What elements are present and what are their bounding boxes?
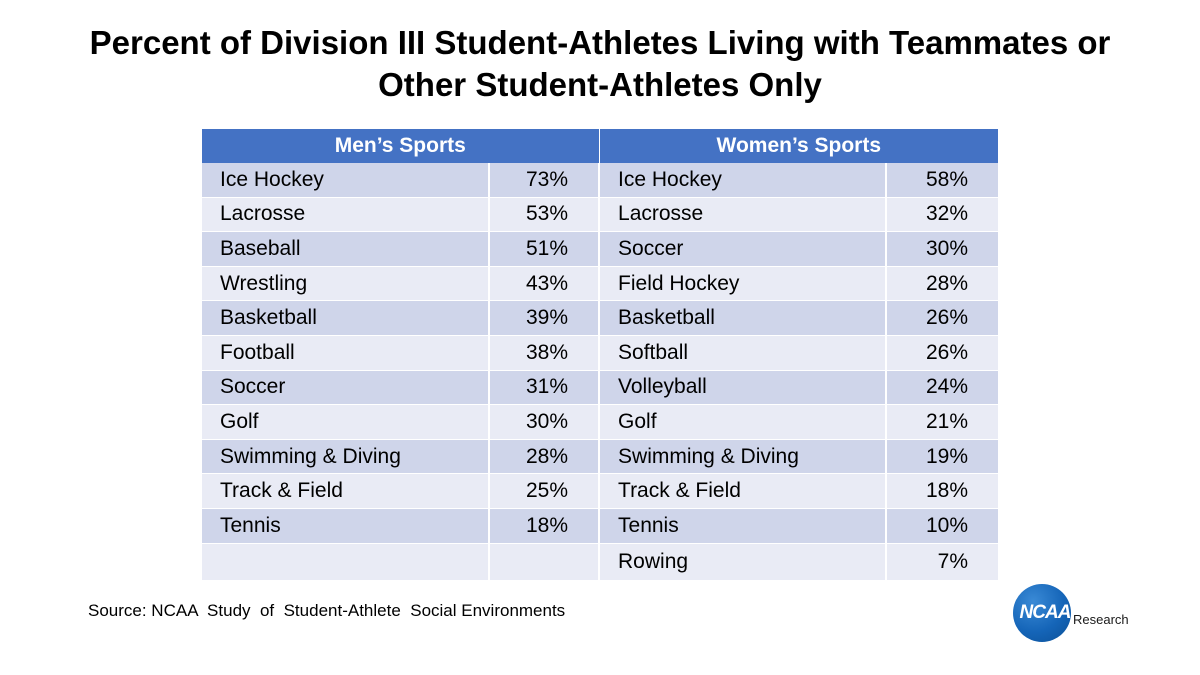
mens-percent-cell: 30% [489, 404, 601, 440]
mens-sport-cell: Lacrosse [202, 197, 490, 233]
table-header-row: Men’s Sports Women’s Sports [202, 129, 999, 163]
mens-percent-cell: 28% [489, 439, 601, 475]
mens-percent-cell: 73% [489, 163, 601, 198]
table-row: Baseball 51% Soccer 30% [202, 231, 999, 267]
womens-sport-cell: Rowing [599, 543, 888, 581]
mens-percent-cell: 31% [489, 370, 601, 406]
mens-percent-cell [489, 543, 601, 581]
womens-percent-cell: 28% [886, 266, 999, 302]
womens-percent-cell: 26% [886, 335, 999, 371]
table-body: Ice Hockey 73% Ice Hockey 58% Lacrosse 53% Lac… [202, 163, 999, 581]
mens-sport-cell: Soccer [202, 370, 490, 406]
mens-percent-cell: 51% [489, 231, 601, 267]
womens-percent-cell: 18% [886, 473, 999, 509]
womens-percent-cell: 10% [886, 508, 999, 544]
mens-sport-cell: Swimming & Diving [202, 439, 490, 475]
womens-percent-cell: 32% [886, 197, 999, 233]
mens-percent-cell: 25% [489, 473, 601, 509]
mens-percent-cell: 43% [489, 266, 601, 302]
header-womens-sports: Women’s Sports [599, 129, 999, 163]
mens-sport-cell [202, 543, 490, 581]
womens-sport-cell: Soccer [599, 231, 888, 267]
table-row: Football 38% Softball 26% [202, 335, 999, 371]
table-row: Rowing 7% [202, 543, 999, 581]
womens-sport-cell: Lacrosse [599, 197, 888, 233]
table-row: Wrestling 43% Field Hockey 28% [202, 266, 999, 302]
table-row: Basketball 39% Basketball 26% [202, 300, 999, 336]
ncaa-logo-disc [1013, 584, 1071, 642]
mens-percent-cell: 18% [489, 508, 601, 544]
mens-sport-cell: Tennis [202, 508, 490, 544]
womens-sport-cell: Golf [599, 404, 888, 440]
mens-sport-cell: Track & Field [202, 473, 490, 509]
womens-percent-cell: 26% [886, 300, 999, 336]
womens-sport-cell: Volleyball [599, 370, 888, 406]
title-line-2: Other Student-Athletes Only [378, 66, 822, 103]
mens-sport-cell: Baseball [202, 231, 490, 267]
womens-sport-cell: Ice Hockey [599, 163, 888, 198]
womens-percent-cell: 21% [886, 404, 999, 440]
header-mens-sports: Men’s Sports [202, 129, 600, 163]
table-row: Ice Hockey 73% Ice Hockey 58% [202, 163, 999, 198]
womens-sport-cell: Tennis [599, 508, 888, 544]
womens-sport-cell: Basketball [599, 300, 888, 336]
ncaa-logo-mark: NCAA [1019, 602, 1072, 623]
womens-sport-cell: Track & Field [599, 473, 888, 509]
mens-sport-cell: Ice Hockey [202, 163, 490, 198]
mens-sport-cell: Basketball [202, 300, 490, 336]
table-row: Soccer 31% Volleyball 24% [202, 370, 999, 406]
mens-sport-cell: Wrestling [202, 266, 490, 302]
womens-percent-cell: 30% [886, 231, 999, 267]
womens-sport-cell: Swimming & Diving [599, 439, 888, 475]
mens-sport-cell: Football [202, 335, 490, 371]
mens-percent-cell: 38% [489, 335, 601, 371]
table-row: Track & Field 25% Track & Field 18% [202, 473, 999, 509]
title-line-1: Percent of Division III Student-Athletes… [89, 24, 1111, 61]
source-note: Source: NCAA Study of Student-Athlete So… [88, 601, 566, 620]
womens-sport-cell: Field Hockey [599, 266, 888, 302]
mens-sport-cell: Golf [202, 404, 490, 440]
womens-sport-cell: Softball [599, 335, 888, 371]
womens-percent-cell: 24% [886, 370, 999, 406]
ncaa-research-logo: NCAA Research [1013, 584, 1148, 644]
table-row: Tennis 18% Tennis 10% [202, 508, 999, 544]
womens-percent-cell: 19% [886, 439, 999, 475]
table-row: Lacrosse 53% Lacrosse 32% [202, 197, 999, 233]
womens-percent-cell: 58% [886, 163, 999, 198]
table-row: Golf 30% Golf 21% [202, 404, 999, 440]
table-row: Swimming & Diving 28% Swimming & Diving 19% [202, 439, 999, 475]
mens-percent-cell: 53% [489, 197, 601, 233]
slide-title: Percent of Division III Student-Athletes… [0, 22, 1200, 106]
womens-percent-cell: 7% [886, 543, 999, 581]
ncaa-logo-subtitle: Research [1073, 612, 1129, 627]
mens-percent-cell: 39% [489, 300, 601, 336]
sports-table: Men’s Sports Women’s Sports Ice Hockey 73… [202, 129, 999, 581]
